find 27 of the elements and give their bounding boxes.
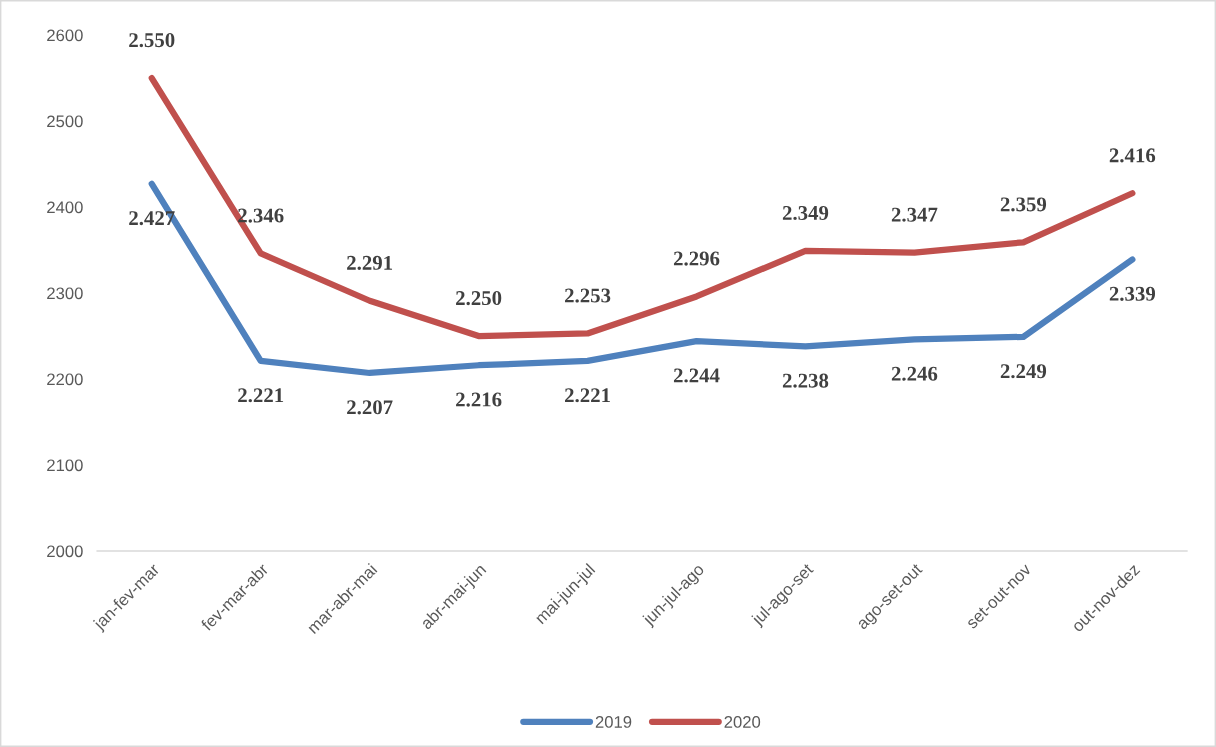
data-label: 2.349	[782, 205, 829, 221]
y-tick-label: 2200	[47, 373, 83, 386]
data-label: 2.296	[673, 251, 720, 266]
data-label: 2.249	[1000, 364, 1047, 379]
data-label: 2.250	[456, 291, 502, 306]
data-label: 2.339	[1109, 286, 1156, 301]
data-label: 2.244	[673, 368, 720, 383]
y-tick-label: 2000	[47, 545, 83, 558]
data-label: 2.216	[456, 392, 502, 407]
data-label: 2.221	[238, 388, 284, 403]
data-label: 2.246	[891, 366, 938, 381]
data-label: 2.550	[129, 33, 175, 48]
y-tick-label: 2500	[47, 115, 83, 128]
data-label: 2.238	[782, 373, 829, 388]
data-label: 2.253	[565, 288, 611, 303]
data-label: 2.359	[1000, 197, 1047, 212]
data-label: 2.347	[891, 207, 938, 222]
data-label: 2.221	[565, 388, 610, 403]
legend-label: 2020	[724, 716, 761, 728]
data-label: 2.291	[347, 255, 393, 270]
data-label: 2.416	[1109, 148, 1156, 163]
y-tick-label: 2300	[47, 287, 83, 300]
y-tick-label: 2600	[47, 29, 83, 42]
y-tick-label: 2100	[47, 459, 83, 472]
legend-label: 2019	[595, 716, 632, 728]
y-tick-label: 2400	[47, 201, 83, 214]
data-label: 2.207	[347, 400, 393, 415]
